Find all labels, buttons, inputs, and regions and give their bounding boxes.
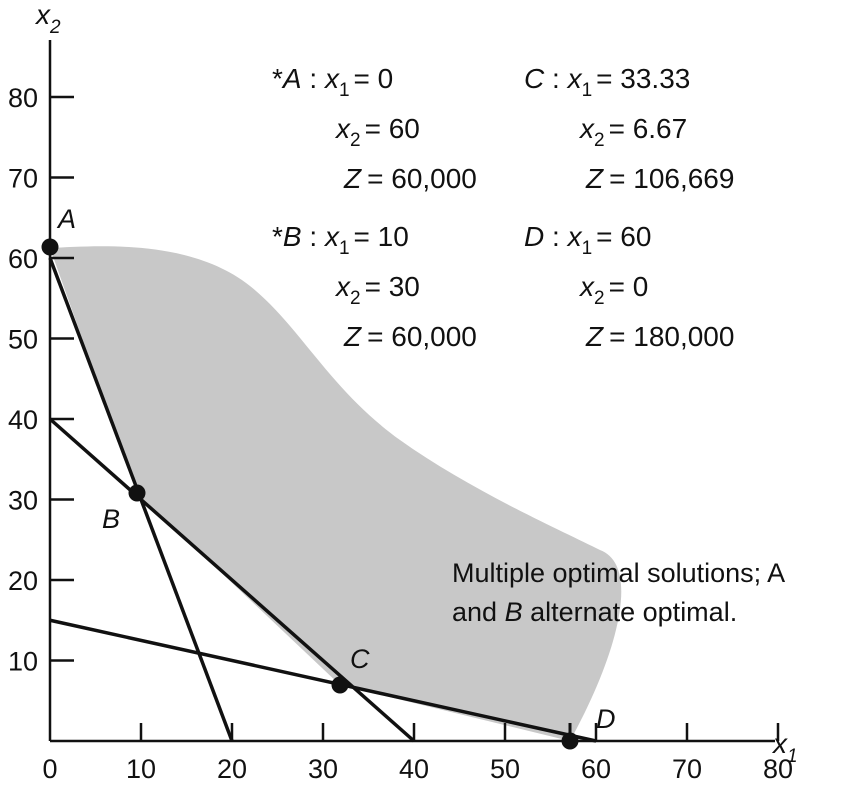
svg-text:Z= 60,000: Z = 60,000	[343, 321, 477, 352]
x-tick-label: 0	[42, 754, 57, 784]
info-point-c: C : x1 = 33.33 x2 = 6.67 Z = 106,669	[524, 63, 734, 194]
x-tick-label: 40	[399, 754, 429, 784]
solution-points: A B C D	[41, 204, 616, 750]
y-tick-label: 30	[8, 486, 38, 516]
info-point-a: *A : x1 = 0 x2 = 60 Z = 60,000	[272, 63, 477, 194]
constraint-line-3	[49, 618, 597, 743]
svg-text:Z= 180,000: Z = 180,000	[585, 321, 734, 352]
x-tick-label: 30	[308, 754, 338, 784]
svg-text:*A : x1= 0: *A : x1 = 0	[272, 63, 393, 101]
svg-text:Z= 60,000: Z = 60,000	[343, 163, 477, 194]
y-tick-label: 70	[8, 164, 38, 194]
point-b-marker	[128, 484, 146, 502]
x-tick-label: 20	[217, 754, 247, 784]
y-tick-label: 50	[8, 325, 38, 355]
svg-text:x2= 6.67: x2 = 6.67	[578, 113, 687, 151]
point-a-marker	[41, 238, 59, 256]
x-tick-label: 10	[126, 754, 156, 784]
svg-text:x2= 60: x2 = 60	[334, 113, 420, 151]
svg-text:x2= 30: x2 = 30	[334, 271, 420, 309]
optimal-note: Multiple optimal solutions; A and B alte…	[452, 558, 785, 627]
point-b-label: B	[102, 504, 120, 534]
y-tick-label: 10	[8, 647, 38, 677]
svg-text:and B alternate optimal.: and B alternate optimal.	[452, 597, 737, 627]
svg-text:D : x1= 60: D : x1 = 60	[524, 221, 651, 259]
y-tick-label: 20	[8, 566, 38, 596]
info-point-d: D : x1 = 60 x2 = 0 Z = 180,000	[524, 221, 734, 352]
svg-text:Z= 106,669: Z = 106,669	[585, 163, 734, 194]
x-tick-label: 50	[490, 754, 520, 784]
y-tick-label: 80	[8, 83, 38, 113]
y-ticks: 10 20 30 40 50 60 70 80	[8, 83, 74, 677]
svg-text:x2= 0: x2 = 0	[578, 271, 648, 309]
info-point-b: *B : x1 = 10 x2 = 30 Z = 60,000	[272, 221, 477, 352]
feasible-region	[50, 246, 622, 742]
x-tick-label: 80	[763, 754, 793, 784]
y-tick-label: 40	[8, 405, 38, 435]
svg-text:C : x1= 33.33: C : x1 = 33.33	[524, 63, 690, 101]
x-axis-label: x1	[771, 728, 798, 767]
x-ticks: 0 10 20 30 40 50 60 70 80	[42, 723, 793, 784]
x-tick-label: 70	[672, 754, 702, 784]
point-c-label: C	[350, 644, 370, 674]
y-tick-label: 60	[8, 244, 38, 274]
point-d-label: D	[596, 704, 616, 734]
point-c-marker	[331, 676, 349, 694]
point-a-label: A	[56, 204, 76, 234]
x-tick-label: 60	[581, 754, 611, 784]
y-axis-label: x2	[34, 0, 61, 38]
svg-text:*B : x1= 10: *B : x1 = 10	[272, 221, 409, 259]
point-d-marker	[561, 732, 579, 750]
svg-text:Multiple optimal solutions; A: Multiple optimal solutions; A	[452, 558, 785, 588]
